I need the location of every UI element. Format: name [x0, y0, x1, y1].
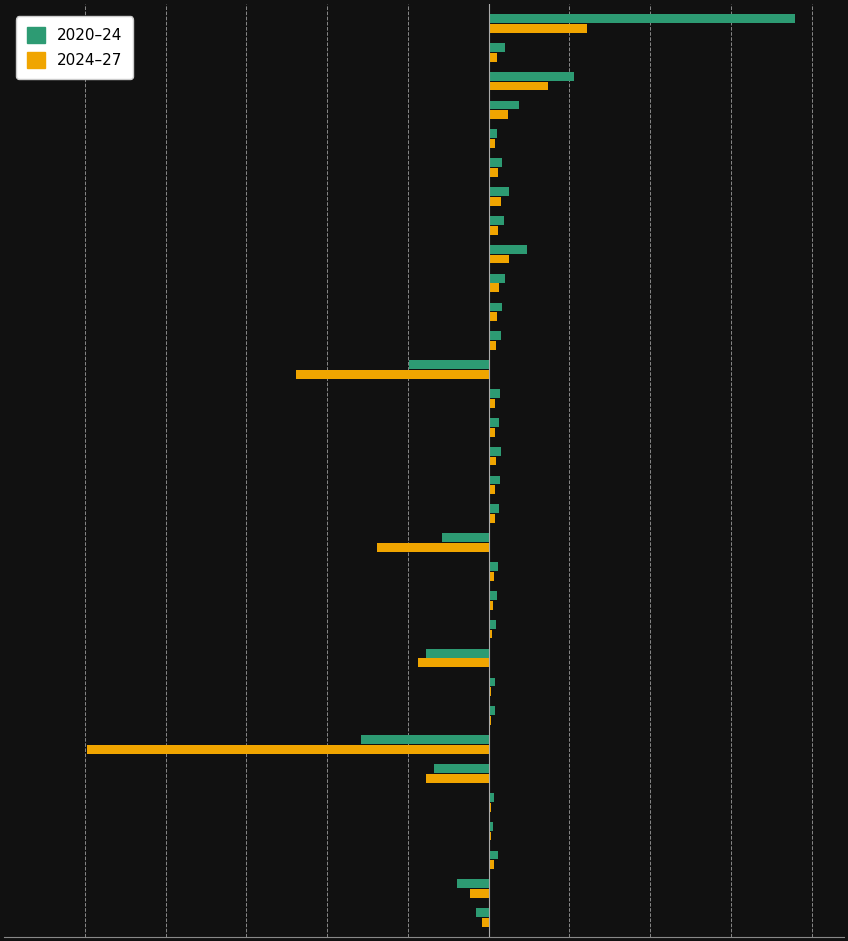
Bar: [488, 504, 499, 513]
Bar: [488, 562, 498, 571]
Bar: [418, 659, 488, 667]
Bar: [488, 342, 496, 350]
Bar: [433, 764, 488, 773]
Bar: [488, 139, 494, 148]
Bar: [377, 543, 488, 552]
Bar: [361, 735, 488, 744]
Bar: [488, 82, 548, 90]
Bar: [488, 630, 492, 638]
Bar: [488, 158, 502, 167]
Bar: [296, 370, 488, 379]
Bar: [488, 678, 495, 686]
Bar: [488, 72, 574, 81]
Bar: [488, 110, 508, 120]
Bar: [488, 274, 505, 282]
Bar: [488, 24, 587, 33]
Bar: [488, 245, 527, 254]
Bar: [488, 447, 501, 455]
Legend: 2020–24, 2024–27: 2020–24, 2024–27: [16, 17, 133, 79]
Bar: [410, 360, 488, 369]
Bar: [488, 428, 494, 437]
Bar: [488, 851, 498, 859]
Bar: [457, 880, 488, 888]
Bar: [488, 197, 501, 206]
Bar: [488, 303, 502, 311]
Bar: [470, 889, 488, 898]
Bar: [488, 687, 492, 696]
Bar: [488, 331, 501, 341]
Bar: [488, 600, 493, 610]
Bar: [488, 187, 509, 196]
Bar: [488, 43, 505, 52]
Bar: [488, 716, 491, 725]
Bar: [488, 620, 496, 629]
Bar: [488, 283, 499, 293]
Bar: [488, 168, 498, 177]
Bar: [488, 14, 795, 23]
Bar: [488, 226, 498, 234]
Bar: [488, 216, 504, 225]
Bar: [488, 456, 496, 466]
Bar: [488, 53, 498, 61]
Bar: [488, 418, 499, 427]
Bar: [488, 312, 498, 321]
Bar: [488, 821, 493, 831]
Bar: [488, 486, 495, 494]
Bar: [442, 534, 488, 542]
Bar: [488, 793, 494, 802]
Bar: [488, 572, 494, 581]
Bar: [488, 832, 490, 840]
Bar: [488, 101, 519, 109]
Bar: [488, 514, 494, 523]
Bar: [488, 475, 500, 485]
Bar: [426, 648, 488, 658]
Bar: [488, 860, 494, 869]
Bar: [482, 918, 488, 927]
Bar: [426, 774, 488, 783]
Bar: [477, 908, 488, 917]
Bar: [488, 389, 499, 398]
Bar: [86, 745, 488, 754]
Bar: [488, 707, 494, 715]
Bar: [488, 130, 498, 138]
Bar: [488, 255, 509, 263]
Bar: [488, 591, 497, 599]
Bar: [488, 399, 495, 407]
Bar: [488, 803, 492, 811]
